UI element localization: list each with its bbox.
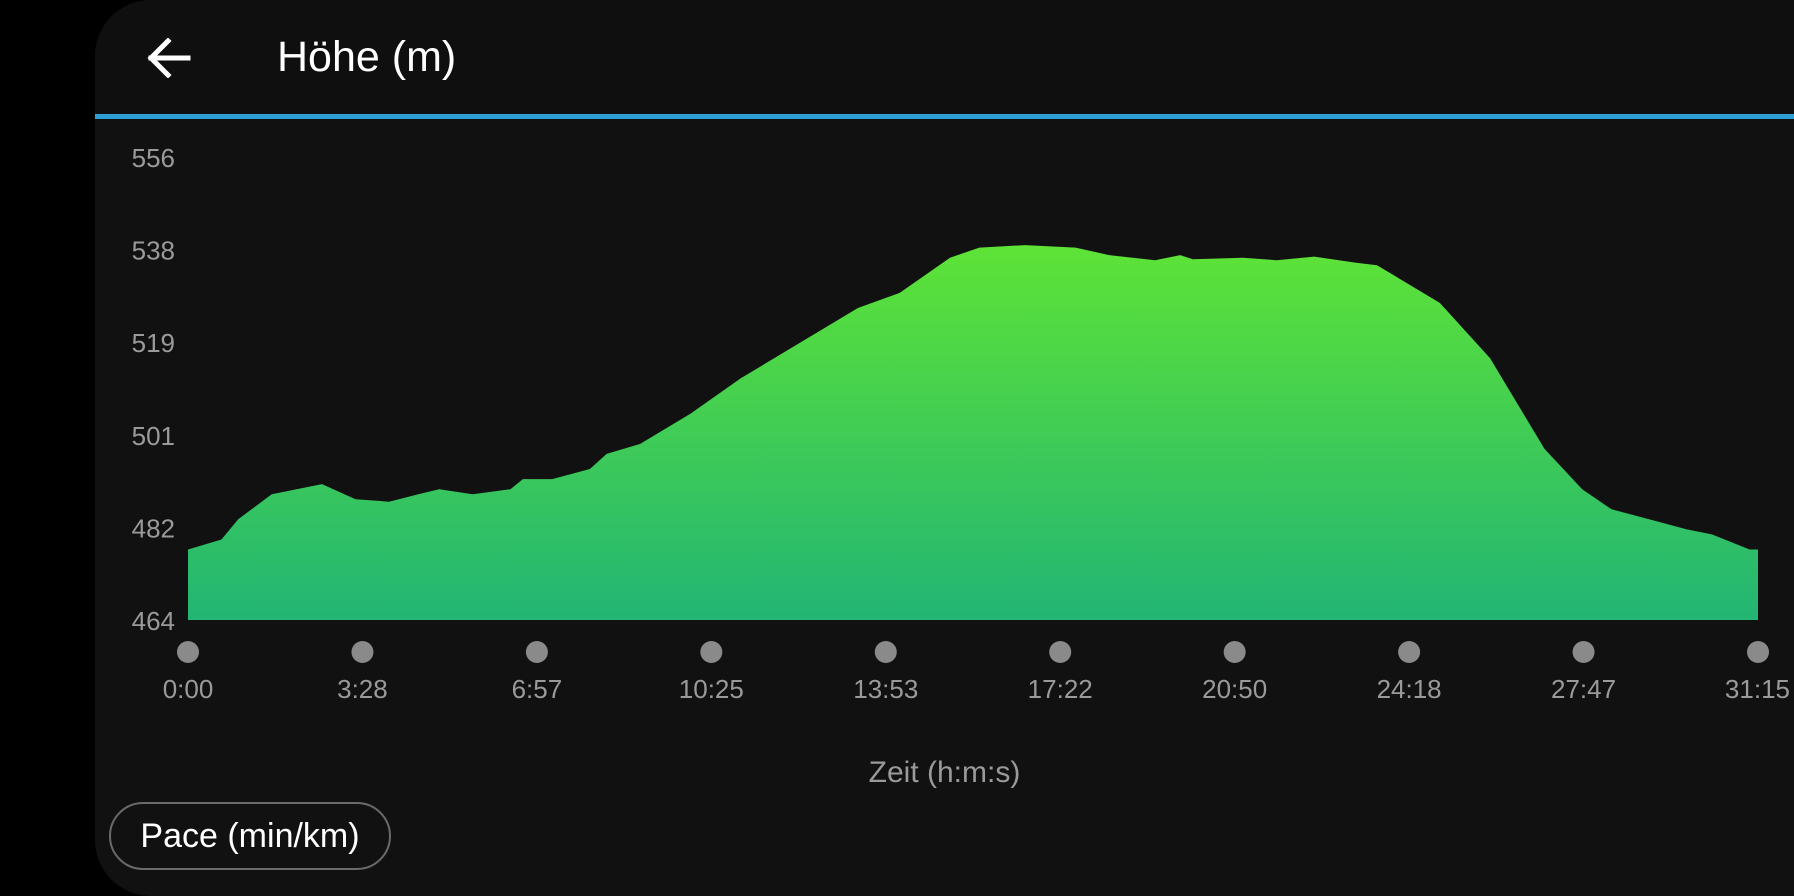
x-tick-label: 24:18 [1377,674,1442,704]
x-tick-label: 10:25 [679,674,744,704]
y-tick-label: 556 [132,143,175,173]
x-tick-label: 13:53 [853,674,918,704]
x-tick-marker[interactable] [177,641,199,663]
y-tick-label: 519 [132,328,175,358]
x-tick-label: 3:28 [337,674,388,704]
metric-selector-label: Pace (min/km) [140,816,360,855]
appbar-divider [95,114,1794,119]
x-axis-title: Zeit (h:m:s) [868,756,1021,789]
app-screen: Höhe (m) 556 538 519 501 482 464 0:00 3:28 6:57… [95,0,1794,896]
x-tick-marker[interactable] [700,641,723,663]
y-axis: 556 538 519 501 482 464 [132,143,175,636]
arrow-left-icon [147,38,191,78]
x-tick-label: 27:47 [1551,674,1616,704]
metric-selector-button[interactable]: Pace (min/km) [109,802,391,870]
page-title: Höhe (m) [277,33,457,81]
x-tick-label: 0:00 [163,674,214,704]
elevation-area [188,245,1758,620]
x-tick-marker[interactable] [525,641,548,663]
elevation-chart: 556 538 519 501 482 464 0:00 3:28 6:57 10:25 13:5… [132,143,1790,704]
x-tick-label: 31:15 [1725,674,1790,704]
x-axis: 0:00 3:28 6:57 10:25 13:53 17:22 20:50 24:18 27:… [163,674,1790,704]
x-tick-marker[interactable] [351,641,374,663]
x-tick-label: 6:57 [512,674,563,704]
back-button[interactable] [139,28,199,88]
y-tick-label: 501 [132,421,175,451]
x-tick-marker[interactable] [1398,641,1421,663]
x-axis-markers [177,641,1769,663]
x-tick-marker[interactable] [1572,641,1595,663]
y-tick-label: 482 [132,513,175,543]
y-tick-label: 464 [132,606,175,636]
app-bar: Höhe (m) [95,0,1794,116]
x-tick-marker[interactable] [1223,641,1246,663]
x-tick-marker[interactable] [1747,641,1769,663]
x-tick-label: 20:50 [1202,674,1267,704]
x-tick-marker[interactable] [1049,641,1072,663]
y-tick-label: 538 [132,236,175,266]
x-tick-marker[interactable] [874,641,897,663]
x-tick-label: 17:22 [1028,674,1093,704]
